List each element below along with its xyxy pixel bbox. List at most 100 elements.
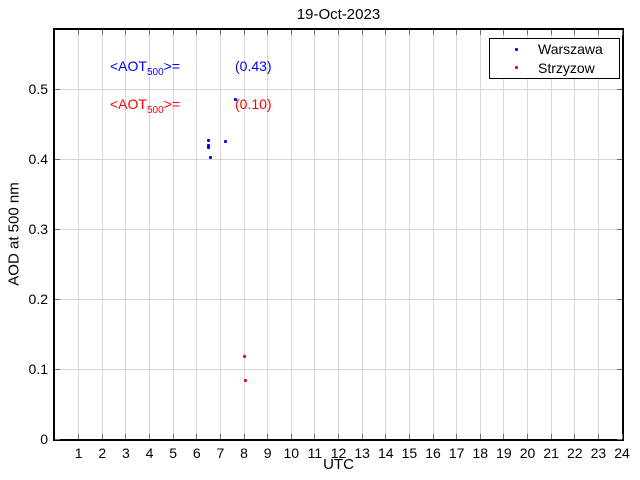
aot-label-post: >=: [163, 58, 181, 74]
x-tick-mark: [597, 434, 599, 439]
data-point-warszawa: [207, 145, 211, 149]
y-tick-mark: [55, 438, 60, 440]
x-tick-mark: [574, 434, 576, 439]
y-tick-label: 0.5: [28, 81, 48, 98]
x-tick-mark: [503, 434, 505, 439]
aot-label-subscript: 500: [146, 66, 164, 78]
y-tick-mark: [617, 368, 622, 370]
x-tick-mark: [243, 30, 245, 35]
x-tick-mark: [621, 30, 623, 35]
y-tick-mark: [55, 88, 60, 90]
x-tick-label: 12: [330, 445, 347, 461]
aot-label-pre: <AOT: [110, 96, 147, 112]
y-tick-label: 0.1: [28, 361, 48, 378]
x-tick-label: 17: [448, 445, 465, 461]
x-tick-mark: [550, 30, 552, 35]
x-tick-mark: [290, 434, 292, 439]
x-tick-mark: [385, 434, 387, 439]
x-tick-mark: [125, 30, 127, 35]
x-tick-mark: [78, 434, 80, 439]
x-tick-mark: [550, 434, 552, 439]
x-tick-mark: [196, 30, 198, 35]
x-tick-label: 19: [496, 445, 512, 461]
y-tick-mark: [617, 88, 622, 90]
x-tick-mark: [503, 30, 505, 35]
aot-label-pre: <AOT: [110, 58, 147, 74]
x-gridline: [290, 30, 292, 439]
x-tick-mark: [267, 30, 269, 35]
legend-label-warszawa: Warszawa: [538, 41, 603, 58]
x-tick-mark: [125, 434, 127, 439]
x-gridline: [456, 30, 458, 439]
x-gridline: [432, 30, 434, 439]
x-gridline: [149, 30, 150, 439]
x-tick-label: 24: [614, 445, 630, 461]
y-gridline: [55, 158, 622, 160]
y-tick-mark: [55, 228, 60, 230]
data-point-strzyzow: [242, 355, 246, 358]
x-gridline: [78, 30, 80, 439]
x-gridline: [574, 30, 576, 439]
y-gridline: [55, 298, 622, 300]
x-gridline: [479, 30, 481, 439]
x-tick-mark: [314, 30, 316, 35]
x-tick-mark: [385, 30, 387, 35]
x-gridline: [314, 30, 316, 439]
y-tick-mark: [617, 438, 622, 440]
x-tick-mark: [243, 434, 245, 439]
x-gridline: [219, 30, 221, 439]
x-tick-mark: [408, 434, 410, 439]
y-gridline: [55, 228, 622, 230]
x-gridline: [243, 30, 245, 439]
y-gridline: [55, 88, 622, 90]
aot500-mean-value-strzyzow: (0.10): [235, 96, 272, 112]
strzyzow-marker-icon: [515, 66, 518, 70]
legend-label-strzyzow: Strzyzow: [538, 59, 595, 76]
y-axis-label: AOD at 500 nm: [5, 182, 23, 286]
x-tick-label: 22: [566, 445, 583, 461]
aot500-label-warszawa: <AOT500>=: [110, 58, 180, 78]
x-tick-mark: [597, 30, 599, 35]
x-tick-mark: [432, 434, 434, 439]
y-tick-mark: [55, 298, 60, 300]
x-tick-mark: [479, 434, 481, 439]
x-tick-mark: [408, 30, 410, 35]
y-tick-mark: [617, 228, 622, 230]
x-tick-label: 10: [283, 445, 300, 461]
data-point-strzyzow: [243, 379, 247, 383]
aot-label-subscript: 500: [146, 104, 164, 116]
aot-label-post: >=: [163, 96, 181, 112]
x-tick-mark: [479, 30, 481, 35]
x-tick-label: 7: [216, 445, 225, 461]
x-tick-label: 23: [590, 445, 607, 461]
x-tick-mark: [290, 30, 292, 35]
legend: Warszawa Strzyzow: [489, 38, 620, 79]
x-gridline: [172, 30, 174, 439]
y-tick-label: 0.2: [28, 291, 48, 308]
x-tick-mark: [149, 434, 150, 439]
chart-title: 19-Oct-2023: [296, 6, 381, 23]
x-tick-mark: [621, 434, 623, 439]
y-tick-mark: [617, 298, 622, 300]
aot500-mean-value-warszawa: (0.43): [235, 58, 272, 74]
x-gridline: [597, 30, 599, 439]
x-tick-mark: [219, 434, 221, 439]
x-tick-mark: [101, 434, 103, 439]
x-tick-label: 18: [472, 445, 489, 461]
x-tick-label: 4: [145, 445, 154, 461]
x-tick-mark: [527, 434, 528, 439]
x-tick-mark: [361, 30, 363, 35]
x-tick-mark: [574, 30, 576, 35]
plot-area: 1 2 3 4 5 6 7 8 9 10 11 12 13 14 15 16 17 18 19 20 21 22 23 24 0…: [29, 28, 630, 461]
x-gridline: [408, 30, 410, 439]
x-gridline: [550, 30, 552, 439]
x-tick-label: 16: [425, 445, 441, 461]
x-tick-label: 11: [307, 445, 323, 461]
x-tick-mark: [172, 30, 174, 35]
y-gridline: [55, 368, 622, 370]
x-tick-mark: [267, 434, 269, 439]
x-tick-mark: [361, 434, 363, 439]
x-gridline: [267, 30, 269, 439]
x-tick-label: 13: [354, 445, 370, 461]
